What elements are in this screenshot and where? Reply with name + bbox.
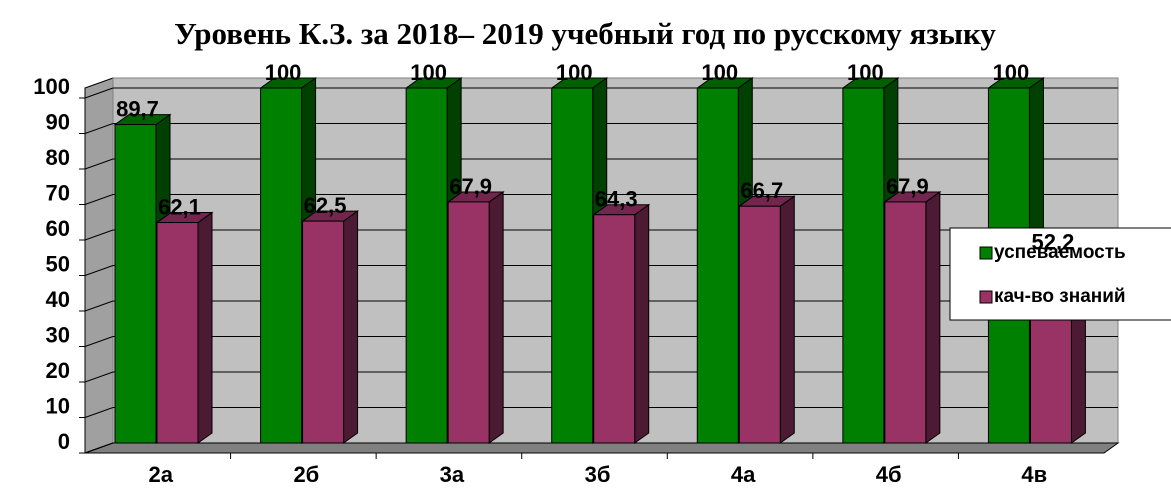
data-label: 89,7 [116,96,159,121]
bar [842,87,885,444]
data-label: 100 [847,60,884,85]
grid-line [84,87,114,99]
data-label: 62,1 [158,194,201,219]
bar [551,87,594,444]
data-label: 52,2 [1032,230,1075,255]
grid-line [84,158,114,170]
bar [260,87,303,444]
chart-title: Уровень К.З. за 2018– 2019 учебный год п… [174,16,996,51]
legend [949,227,1171,321]
data-label: 100 [265,60,302,85]
grid-line [84,265,114,276]
bar [884,201,927,444]
data-label: 67,9 [886,174,929,199]
x-tick-label: 2б [293,462,319,487]
data-label: 100 [556,60,593,85]
grid-line [84,442,114,454]
side-wall [84,77,114,454]
bar [738,205,781,444]
legend-swatch [979,290,993,304]
data-label: 62,5 [304,193,347,218]
bar-side [925,190,941,444]
grid-line [84,371,114,383]
y-tick-label: 90 [46,109,70,134]
x-tick-label: 3б [585,462,611,487]
bar [405,87,448,444]
bar [447,201,490,444]
y-tick-label: 40 [46,287,70,312]
y-tick-label: 50 [46,251,70,276]
bar [593,214,636,444]
x-tick-label: 4в [1021,462,1047,487]
bar-side [488,190,504,444]
y-tick-label: 60 [46,216,70,241]
x-tick-label: 3а [440,462,465,487]
bar [302,220,345,444]
y-tick-label: 30 [46,322,70,347]
x-tick-label: 4а [731,462,756,487]
grid-line [84,194,114,205]
data-label: 67,9 [449,174,492,199]
legend-label: успеваемость [994,242,1126,263]
data-label: 66,7 [740,178,783,203]
x-tick-label: 4б [876,462,902,487]
y-tick-label: 10 [46,393,70,418]
bar-side [343,210,359,444]
y-tick-label: 80 [46,145,70,170]
legend-swatch [979,246,993,260]
grid-line [84,123,114,134]
data-label: 100 [993,60,1030,85]
grid-line [84,229,114,241]
y-tick-label: 0 [58,429,70,454]
bar [156,222,199,444]
x-tick-label: 2а [149,462,174,487]
grid-line [84,300,114,312]
bar-side [634,203,650,444]
y-tick-label: 70 [46,180,70,205]
data-label: 64,3 [595,187,638,212]
y-tick-label: 20 [46,358,70,383]
grid-line [84,407,114,418]
data-label: 100 [410,60,447,85]
data-label: 100 [701,60,738,85]
grid-line [84,336,114,347]
bar-side [197,211,213,444]
floor [84,442,1120,454]
bar [696,87,739,444]
legend-label: кач-во знаний [994,286,1126,307]
y-tick-label: 100 [33,74,70,99]
bar-side [779,195,795,444]
bar [114,124,157,444]
